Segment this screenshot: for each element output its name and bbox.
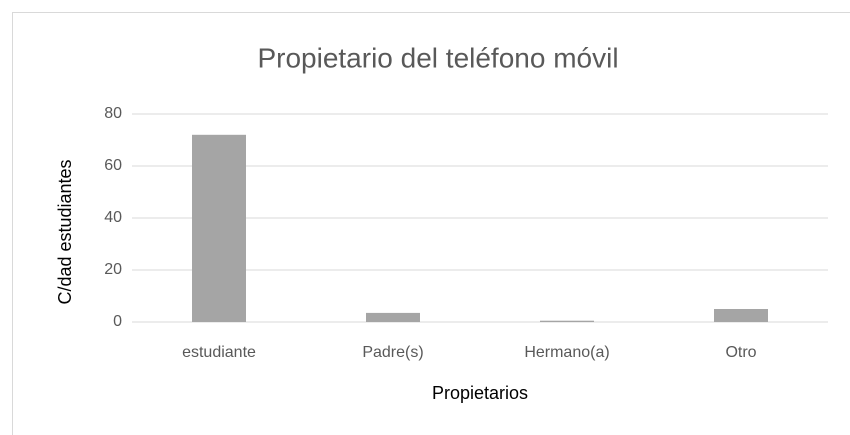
x-tick-label: Padre(s) — [362, 344, 423, 361]
y-tick-label: 20 — [104, 261, 122, 278]
x-tick-label: Hermano(a) — [524, 344, 609, 361]
bar — [540, 320, 594, 322]
x-tick-label: estudiante — [182, 344, 256, 361]
x-axis-label: Propietarios — [432, 383, 528, 403]
y-tick-label: 40 — [104, 209, 122, 226]
y-tick-label: 80 — [104, 105, 122, 122]
bar — [714, 309, 768, 322]
chart-title: Propietario del teléfono móvil — [257, 42, 618, 73]
y-tick-label: 0 — [113, 313, 122, 330]
x-tick-label: Otro — [725, 344, 756, 361]
bar — [366, 312, 420, 322]
y-axis-label: C/dad estudiantes — [55, 159, 75, 304]
y-tick-label: 60 — [104, 157, 122, 174]
bar — [192, 134, 246, 322]
chart-frame — [12, 12, 850, 435]
